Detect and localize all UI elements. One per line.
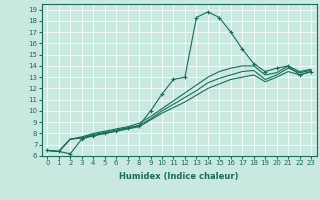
X-axis label: Humidex (Indice chaleur): Humidex (Indice chaleur) [119,172,239,181]
